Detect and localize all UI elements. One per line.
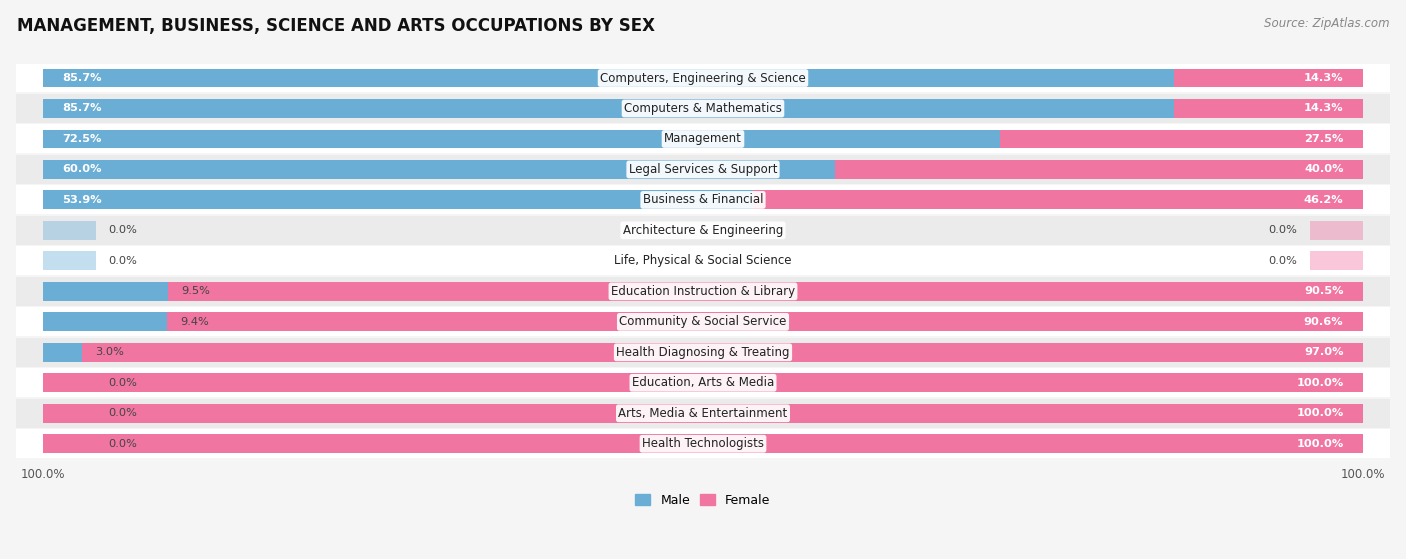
Bar [83,343,1364,362]
Bar [42,130,1000,148]
Bar [42,69,1174,87]
Text: 100.0%: 100.0% [1296,439,1344,449]
Text: 0.0%: 0.0% [108,439,138,449]
Text: 53.9%: 53.9% [62,195,103,205]
Text: 14.3%: 14.3% [1303,73,1344,83]
Text: Architecture & Engineering: Architecture & Engineering [623,224,783,237]
Text: Computers & Mathematics: Computers & Mathematics [624,102,782,115]
Bar [17,338,1389,367]
Text: 100.0%: 100.0% [1296,408,1344,418]
Text: 0.0%: 0.0% [108,225,138,235]
Text: 27.5%: 27.5% [1305,134,1344,144]
Bar [17,155,1389,184]
Legend: Male, Female: Male, Female [630,489,776,512]
Text: Computers, Engineering & Science: Computers, Engineering & Science [600,72,806,84]
Bar [17,277,1389,306]
Bar [17,247,1389,276]
Bar [42,282,169,301]
Bar [1174,99,1364,118]
Bar [169,282,1364,301]
Bar [17,186,1389,215]
Text: Legal Services & Support: Legal Services & Support [628,163,778,176]
Text: 90.6%: 90.6% [1303,317,1344,327]
Bar [42,373,96,392]
Bar [42,99,1174,118]
Bar [42,434,96,453]
Bar [17,368,1389,397]
Text: 72.5%: 72.5% [62,134,101,144]
Text: 0.0%: 0.0% [108,408,138,418]
Text: 46.2%: 46.2% [1303,195,1344,205]
Text: 14.3%: 14.3% [1303,103,1344,113]
Text: 90.5%: 90.5% [1303,286,1344,296]
Text: 9.4%: 9.4% [180,317,209,327]
Text: 40.0%: 40.0% [1303,164,1344,174]
Text: 9.5%: 9.5% [181,286,211,296]
Text: Management: Management [664,132,742,145]
Text: 85.7%: 85.7% [62,73,103,83]
Bar [42,221,96,240]
Bar [42,343,83,362]
Text: 0.0%: 0.0% [1268,256,1298,266]
Text: 100.0%: 100.0% [1296,378,1344,388]
Bar [754,191,1364,210]
Bar [835,160,1364,179]
Bar [17,216,1389,245]
Text: Arts, Media & Entertainment: Arts, Media & Entertainment [619,407,787,420]
Bar [1174,69,1364,87]
Bar [42,373,1364,392]
Text: Community & Social Service: Community & Social Service [619,315,787,328]
Text: 60.0%: 60.0% [62,164,103,174]
Text: Life, Physical & Social Science: Life, Physical & Social Science [614,254,792,267]
Text: Health Diagnosing & Treating: Health Diagnosing & Treating [616,346,790,359]
Bar [42,160,835,179]
Text: 0.0%: 0.0% [108,256,138,266]
Bar [167,312,1364,331]
Bar [42,252,96,271]
Bar [42,191,755,210]
Bar [17,429,1389,458]
Bar [42,404,96,423]
Text: 85.7%: 85.7% [62,103,103,113]
Text: 0.0%: 0.0% [108,378,138,388]
Text: Education Instruction & Library: Education Instruction & Library [612,285,794,298]
Text: MANAGEMENT, BUSINESS, SCIENCE AND ARTS OCCUPATIONS BY SEX: MANAGEMENT, BUSINESS, SCIENCE AND ARTS O… [17,17,655,35]
Text: 3.0%: 3.0% [96,347,124,357]
Bar [1000,130,1364,148]
Text: Health Technologists: Health Technologists [643,437,763,450]
Bar [17,64,1389,92]
Text: Business & Financial: Business & Financial [643,193,763,206]
Bar [17,125,1389,153]
Text: 0.0%: 0.0% [1268,225,1298,235]
Bar [1310,252,1364,271]
Bar [42,312,167,331]
Text: Education, Arts & Media: Education, Arts & Media [631,376,775,389]
Bar [42,434,1364,453]
Bar [17,94,1389,123]
Bar [17,307,1389,337]
Bar [1310,221,1364,240]
Text: 97.0%: 97.0% [1303,347,1344,357]
Text: Source: ZipAtlas.com: Source: ZipAtlas.com [1264,17,1389,30]
Bar [17,399,1389,428]
Bar [42,404,1364,423]
